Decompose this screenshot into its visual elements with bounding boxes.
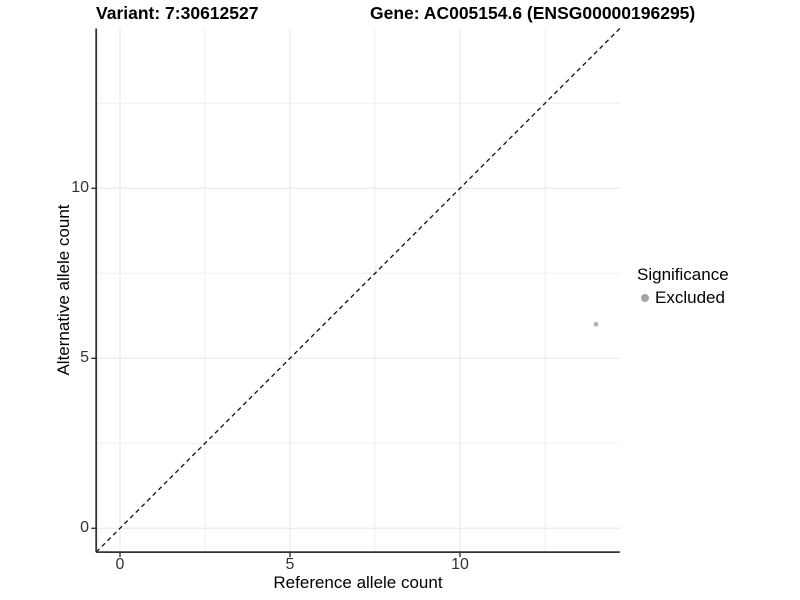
legend-entry-label: Excluded <box>655 288 725 307</box>
variant-title: Variant: 7:30612527 <box>96 3 259 23</box>
y-tick-label: 5 <box>80 349 89 367</box>
excluded-point-icon <box>641 294 649 302</box>
legend-entry-excluded: Excluded <box>637 288 797 308</box>
x-axis-title: Reference allele count <box>273 573 443 592</box>
gene-title: Gene: AC005154.6 (ENSG00000196295) <box>370 3 696 23</box>
data-point <box>593 321 599 327</box>
legend: Significance Excluded <box>637 265 797 308</box>
x-tick-label: 0 <box>115 556 125 573</box>
identity-line <box>95 28 621 553</box>
legend-title: Significance <box>637 265 729 284</box>
y-tick-label: 0 <box>80 519 89 537</box>
y-tick-label: 10 <box>71 179 89 197</box>
plot-panel <box>91 28 621 558</box>
x-tick-label: 10 <box>451 556 469 573</box>
x-tick-label: 5 <box>285 556 295 573</box>
